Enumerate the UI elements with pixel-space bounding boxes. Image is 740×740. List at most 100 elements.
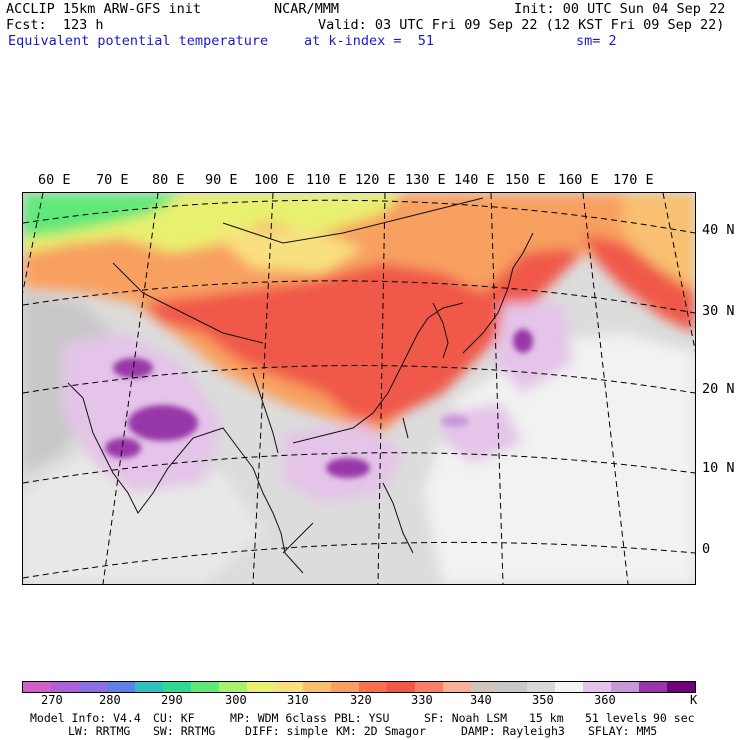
graticule-lon-160e [582,193,629,584]
graticule-lon-120e [377,193,386,584]
colorbar-swatch [527,682,555,692]
colorbar-swatch [471,682,499,692]
footer-mp: MP: WDM 6class [230,711,327,725]
coastline-malay-peninsula [282,522,314,554]
colorbar-swatch [79,682,107,692]
lon-label-90e: 90 E [205,172,238,188]
coastline-japan [462,232,534,354]
footer-resolution: 15 km [529,711,564,725]
colorbar-swatch [135,682,163,692]
west-pacific-convection [493,303,573,393]
colorbar-swatch [191,682,219,692]
pacific-orange-band [623,193,695,288]
colorbar-swatch [275,682,303,692]
level-index: at k-index = 51 [304,33,435,49]
colorbar-swatch [387,682,415,692]
colorbar-swatch [415,682,443,692]
colorbar-swatch [583,682,611,692]
northwest-green-patch [23,193,183,238]
lat-label-20n: 20 N [702,381,735,397]
colorbar-label-280: 280 [99,693,121,707]
scs-core [326,458,370,478]
india-core-west [105,438,141,458]
forecast-hour: Fcst: 123 h [6,17,104,33]
east-asia-red-region [143,248,583,423]
lon-label-70e: 70 E [96,172,129,188]
lon-label-130e: 130 E [405,172,446,188]
pacific-red-band [583,233,695,333]
west-pacific-light-zone [423,333,695,584]
colorbar-swatch [499,682,527,692]
colorbar-unit: K [690,693,698,707]
graticule-lon-80e [102,193,159,584]
lat-label-0: 0 [702,541,711,557]
valid-time: Valid: 03 UTC Fri 09 Sep 22 (12 KST Fri … [318,17,725,33]
theta-e-map [22,192,696,585]
lon-label-110e: 110 E [306,172,347,188]
lat-label-30n: 30 N [702,303,735,319]
colorbar-label-290: 290 [161,693,183,707]
colorbar-swatch [611,682,639,692]
colorbar-swatch [163,682,191,692]
colorbar-label-330: 330 [411,693,433,707]
graticule-lon-100e [252,193,274,584]
footer-sflay: SFLAY: MM5 [588,724,658,738]
colorbar-label-320: 320 [350,693,372,707]
footer-cu: CU: KF [153,711,195,725]
footer-timestep: 90 sec [653,711,695,725]
lat-label-10n: 10 N [702,460,735,476]
coastline-philippines [382,482,414,554]
colorbar-label-270: 270 [41,693,63,707]
colorbar-label-300: 300 [225,693,247,707]
colorbar-label-310: 310 [287,693,309,707]
border-himalaya [112,262,264,344]
footer-damp: DAMP: Rayleigh3 [461,724,565,738]
colorbar-swatch [23,682,51,692]
colorbar-swatch [51,682,79,692]
lon-label-120e: 120 E [355,172,396,188]
colorbar-swatch [219,682,247,692]
lon-label-140e: 140 E [454,172,495,188]
field-name: Equivalent potential temperature [8,33,269,49]
model-title: ACCLIP 15km ARW-GFS init [6,1,202,17]
colorbar-swatch [667,682,695,692]
india-core-central [128,405,198,441]
footer-pbl: PBL: YSU [334,711,390,725]
colorbar-swatch [443,682,471,692]
lon-label-150e: 150 E [505,172,546,188]
lon-label-100e: 100 E [254,172,295,188]
colorbar-swatch [303,682,331,692]
colorbar-swatch [359,682,387,692]
footer-sw: SW: RRTMG [153,724,216,738]
colorbar-label-350: 350 [532,693,554,707]
colorbar-swatch [247,682,275,692]
colorbar-label-360: 360 [594,693,616,707]
lon-label-60e: 60 E [38,172,71,188]
smoothing-label: sm= 2 [576,33,617,49]
footer-diff: DIFF: simple [245,724,329,738]
pacific-core-north [513,329,533,353]
coastline-india [67,382,304,574]
lon-label-170e: 170 E [613,172,654,188]
bay-of-bengal-light [23,453,263,584]
colorbar-swatch [331,682,359,692]
footer-model-info: Model Info: V4.4 [30,711,141,725]
graticule-lon-140e [490,193,504,584]
india-core-north [113,358,153,378]
org-label: NCAR/MMM [274,1,340,17]
border-southeast-asia [252,372,279,454]
coastline-taiwan [402,417,409,439]
footer-sf: SF: Noah LSM [424,711,508,725]
colorbar-swatch [639,682,667,692]
colorbar-swatch [107,682,135,692]
colorbar-label-340: 340 [470,693,492,707]
coastline-china [292,302,464,444]
lon-label-160e: 160 E [558,172,599,188]
north-central-yellow [213,228,363,273]
lat-label-40n: 40 N [702,222,735,238]
coastline-korea [432,302,449,359]
colorbar [22,681,696,693]
footer-lw: LW: RRTMG [68,724,131,738]
pacific-core-south [441,415,469,427]
init-time: Init: 00 UTC Sun 04 Sep 22 [514,1,726,17]
